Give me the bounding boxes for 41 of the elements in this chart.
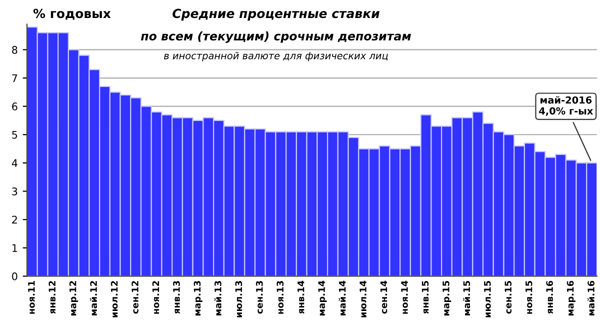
x-tick-label: ноя.11 bbox=[28, 280, 35, 314]
x-tick-label: янв.12 bbox=[48, 281, 56, 314]
x-tick-label: июл.13 bbox=[235, 281, 242, 318]
x-tick-label: янв.14 bbox=[298, 280, 304, 314]
y-tick-label: 1 bbox=[12, 244, 18, 252]
x-tick-label: июл.12 bbox=[110, 281, 118, 318]
y-tick-label: 6 bbox=[12, 102, 18, 110]
x-tick-label: май.15 bbox=[463, 280, 470, 316]
x-tick-label: сен.12 bbox=[132, 281, 138, 314]
x-tick-label: июл.15 bbox=[484, 280, 491, 318]
x-tick-label: янв.15 bbox=[422, 280, 429, 314]
x-tick-label: янв.13 bbox=[173, 281, 180, 314]
x-tick-label: май.12 bbox=[90, 281, 97, 316]
x-tick-label: ноя.15 bbox=[526, 280, 532, 314]
x-tick-label: мар.15 bbox=[442, 280, 452, 316]
y-tick-label: 0 bbox=[12, 272, 18, 280]
x-tick-label: мар.16 bbox=[566, 280, 576, 316]
y-tick-label: 7 bbox=[12, 74, 18, 82]
y-tick-label: 2 bbox=[12, 216, 17, 224]
x-tick-label: ноя.12 bbox=[152, 281, 160, 314]
y-tick-label: 8 bbox=[12, 46, 18, 54]
x-tick-label: май.14 bbox=[338, 280, 346, 316]
x-tick-label: май.16 bbox=[587, 280, 594, 316]
y-tick-label: 5 bbox=[12, 130, 18, 139]
x-tick-label: сен.14 bbox=[380, 280, 388, 314]
chart-title: Средние процентные ставки bbox=[172, 8, 380, 21]
x-tick-label: июл.14 bbox=[360, 280, 366, 318]
x-tick-label: янв.16 bbox=[546, 280, 553, 314]
x-tick-label: мар.14 bbox=[318, 280, 327, 316]
x-tick-label: ноя.13 bbox=[276, 281, 284, 314]
y-tick-label: 4 bbox=[12, 159, 18, 167]
x-tick-label: мар.12 bbox=[69, 281, 78, 316]
text: по всем (текущим) срочным депозитам в иностранной валюте для физических лиц bbox=[140, 31, 411, 62]
y-tick-label: 3 bbox=[12, 187, 18, 196]
x-tick-label: сен.13 bbox=[256, 281, 263, 314]
x-tick-label: мар.13 bbox=[194, 281, 202, 316]
annotation: май-2016 4,0% г-ых bbox=[539, 96, 594, 116]
y-axis-title: % годовых bbox=[33, 8, 111, 20]
x-tick-label: май.13 bbox=[214, 281, 222, 316]
x-tick-label: ноя.14 bbox=[401, 280, 408, 314]
x-tick-label: сен.15 bbox=[504, 280, 512, 314]
